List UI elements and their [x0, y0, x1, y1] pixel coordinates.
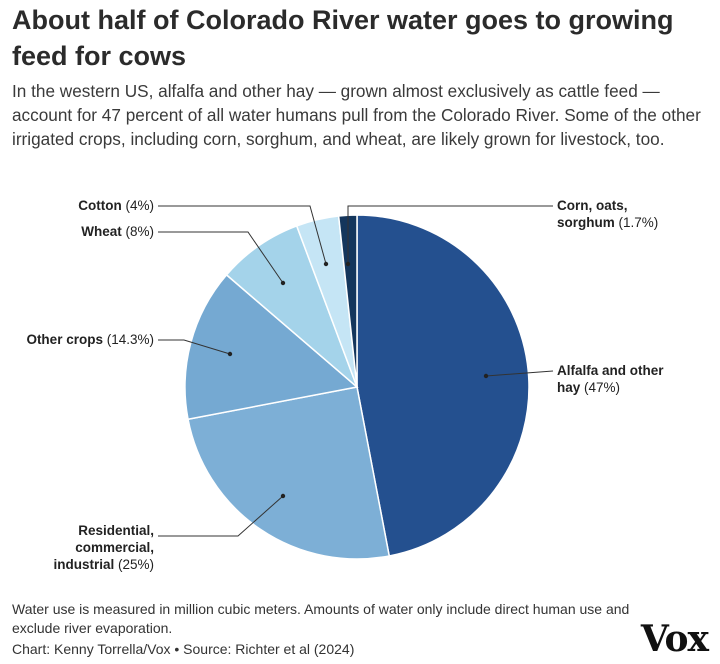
slice-label: Wheat (8%) — [81, 224, 154, 239]
pie-slice-other-crops — [184, 273, 359, 421]
leader-dot — [227, 351, 233, 357]
leader-line — [158, 495, 284, 537]
chart-subtitle: In the western US, alfalfa and other hay… — [12, 81, 701, 149]
slice-labels: Alfalfa and other hay (47%) Residential, co… — [26, 198, 664, 572]
slice-label: Alfalfa and other hay (47%) — [557, 363, 664, 395]
pie-slice-residential-commercial-industrial — [187, 386, 391, 560]
leader-line — [158, 339, 231, 355]
pie-slice-alfalfa-and-other-hay — [356, 214, 530, 557]
leader-dot — [280, 493, 286, 499]
pie-slices — [184, 214, 530, 560]
leader-lines — [158, 205, 554, 537]
chart-title: About half of Colorado River water goes … — [12, 5, 674, 71]
leader-dot — [323, 261, 329, 267]
leader-dot — [345, 261, 351, 267]
leader-dot — [280, 280, 286, 286]
slice-label: Residential, commercial, industrial (25%) — [53, 523, 154, 572]
vox-logo: Vox — [640, 618, 709, 660]
slice-label: Corn, oats, sorghum (1.7%) — [557, 198, 658, 230]
footnote: Water use is measured in million cubic m… — [12, 601, 630, 636]
pie-chart: Alfalfa and other hay (47%) Residential, co… — [26, 198, 664, 572]
slice-label: Cotton (4%) — [78, 198, 154, 213]
leader-line — [158, 205, 327, 265]
leader-line — [485, 370, 554, 377]
credit-line: Chart: Kenny Torrella/Vox • Source: Rich… — [12, 641, 355, 657]
leader-line — [158, 231, 284, 284]
leader-line — [347, 205, 553, 264]
leader-dot — [483, 373, 489, 379]
slice-label: Other crops (14.3%) — [26, 332, 154, 347]
